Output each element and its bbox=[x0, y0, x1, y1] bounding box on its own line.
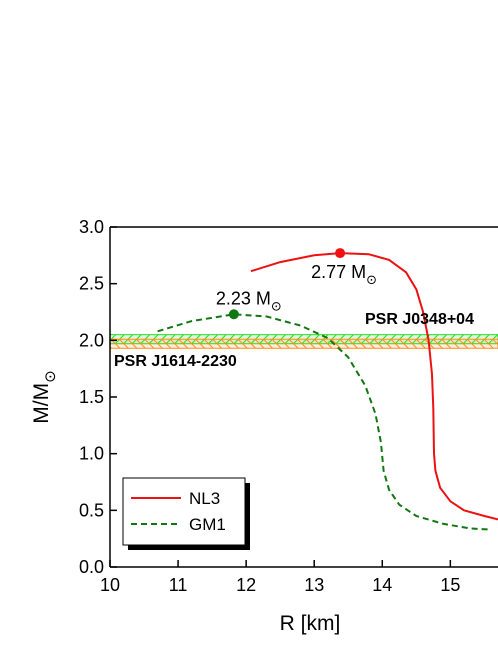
y-axis-title-part: ⊙ bbox=[42, 370, 59, 383]
x-tick-label: 13 bbox=[304, 575, 324, 595]
x-axis-title: R [km] bbox=[280, 612, 341, 635]
y-axis-title-part: M/M bbox=[30, 383, 53, 424]
legend-box bbox=[122, 477, 246, 546]
y-tick-label: 0.5 bbox=[79, 500, 104, 520]
y-tick-label: 0.0 bbox=[79, 557, 104, 577]
max-label-text: 2.23 M bbox=[216, 288, 271, 308]
max-label-text: 2.77 M bbox=[311, 262, 366, 282]
band-hatch bbox=[110, 338, 498, 349]
y-axis-title: M/M⊙ bbox=[30, 370, 59, 423]
curve bbox=[157, 313, 492, 531]
x-tick-label: 10 bbox=[100, 575, 120, 595]
x-tick-label: 14 bbox=[372, 575, 392, 595]
y-tick-label: 1.5 bbox=[79, 387, 104, 407]
x-tick-label: 11 bbox=[169, 575, 188, 595]
x-tick-label: 15 bbox=[440, 575, 460, 595]
max-point bbox=[335, 248, 346, 259]
band-label: PSR J0348+04 bbox=[365, 311, 474, 328]
x-tick-label: 12 bbox=[236, 575, 256, 595]
max-label-sub: ⊙ bbox=[366, 272, 377, 287]
plot-area bbox=[110, 252, 498, 531]
max-point bbox=[228, 309, 239, 320]
legend-label: NL3 bbox=[189, 489, 220, 508]
band-label: PSR J1614-2230 bbox=[114, 353, 237, 370]
y-tick-label: 3.0 bbox=[79, 217, 104, 237]
max-label: 2.23 M⊙ bbox=[216, 288, 282, 313]
y-tick-label: 1.0 bbox=[79, 444, 104, 464]
legend-label: GM1 bbox=[189, 515, 226, 534]
max-label: 2.77 M⊙ bbox=[311, 262, 377, 287]
y-tick-label: 2.5 bbox=[79, 274, 104, 294]
y-tick-label: 2.0 bbox=[79, 330, 104, 350]
max-label-sub: ⊙ bbox=[271, 298, 282, 313]
curve bbox=[250, 252, 498, 521]
